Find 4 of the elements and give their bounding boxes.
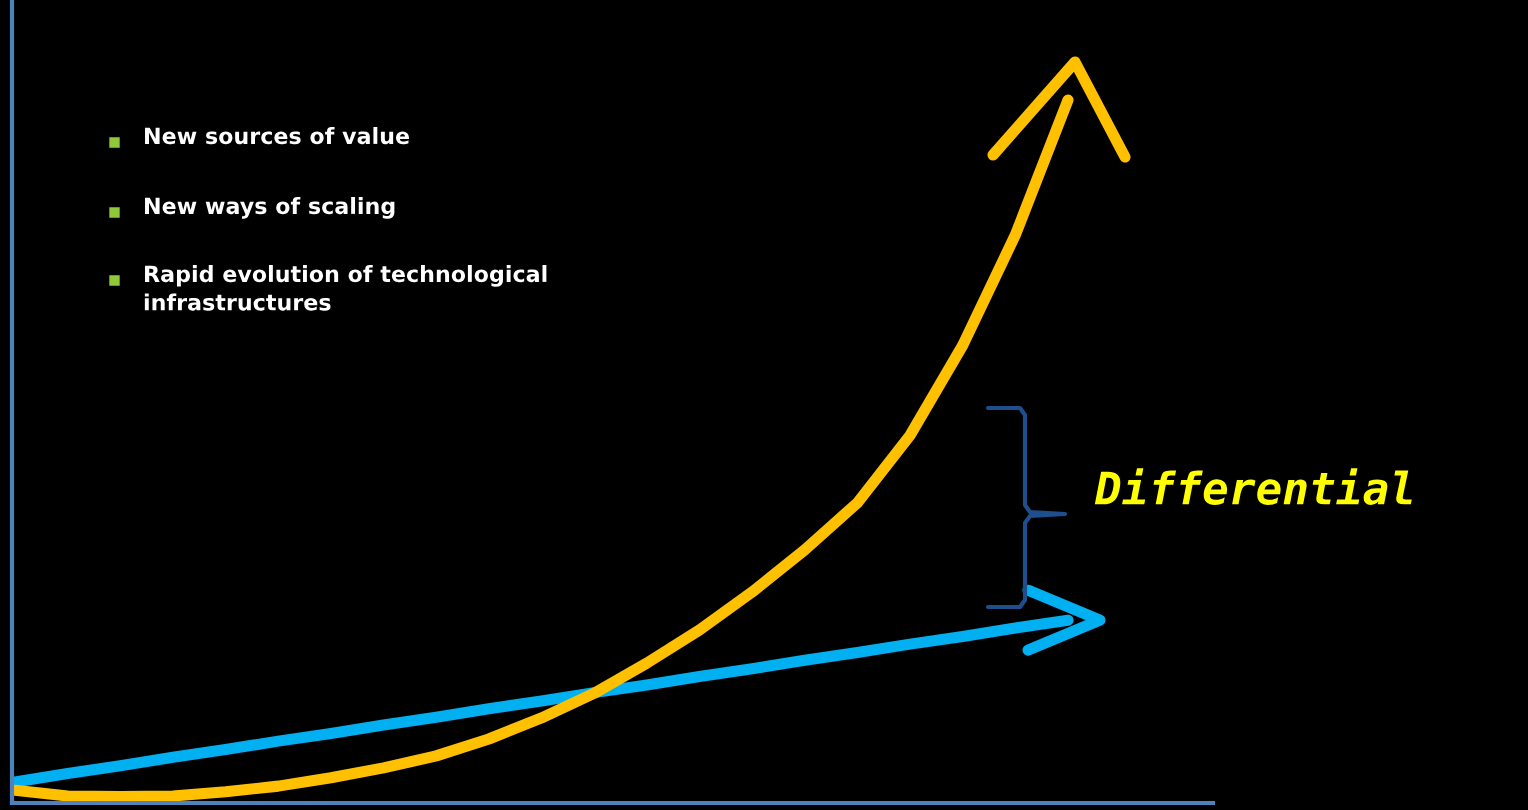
text: Differential <box>1094 468 1412 505</box>
annotation: Rapid evolution of technological infrastructures <box>144 265 547 311</box>
annotation: New sources of value <box>145 127 409 145</box>
annotation: New ways of scaling <box>145 197 395 219</box>
